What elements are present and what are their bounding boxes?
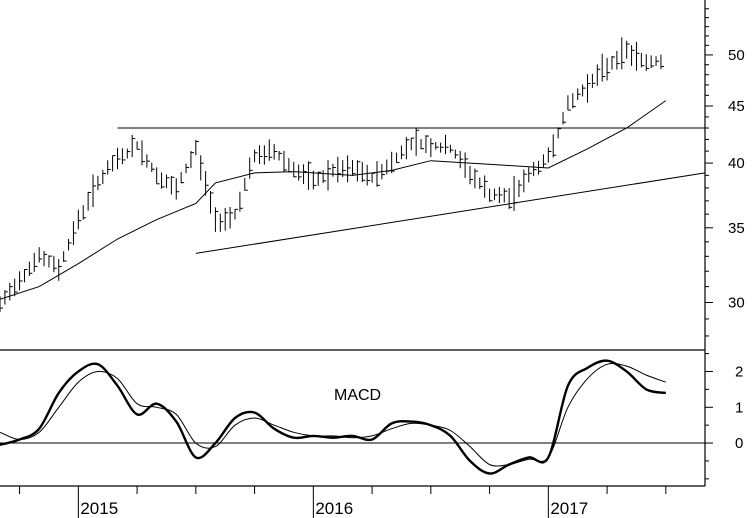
trendline <box>195 172 706 254</box>
macd-tick-label: 0 <box>735 435 743 452</box>
price-tick-label: 35 <box>728 220 745 237</box>
price-tick-label: 50 <box>728 47 745 64</box>
price-tick-label: 45 <box>728 98 745 115</box>
year-label: 2015 <box>80 499 118 518</box>
price-tick-label: 30 <box>728 295 745 312</box>
macd-panel: 0 1 2 <box>0 353 743 480</box>
price-panel: 30 35 40 45 50 <box>0 8 745 337</box>
price-tick-label: 40 <box>728 155 745 172</box>
x-axis: 2015 2016 2017 <box>19 486 667 518</box>
year-label: 2017 <box>550 499 588 518</box>
macd-tick-label: 1 <box>735 399 743 416</box>
macd-tick-label: 2 <box>735 363 743 380</box>
moving-average-line <box>0 100 667 300</box>
macd-signal-line <box>0 362 666 467</box>
year-label: 2016 <box>315 499 353 518</box>
macd-label: MACD <box>334 387 381 404</box>
macd-line <box>0 359 666 475</box>
